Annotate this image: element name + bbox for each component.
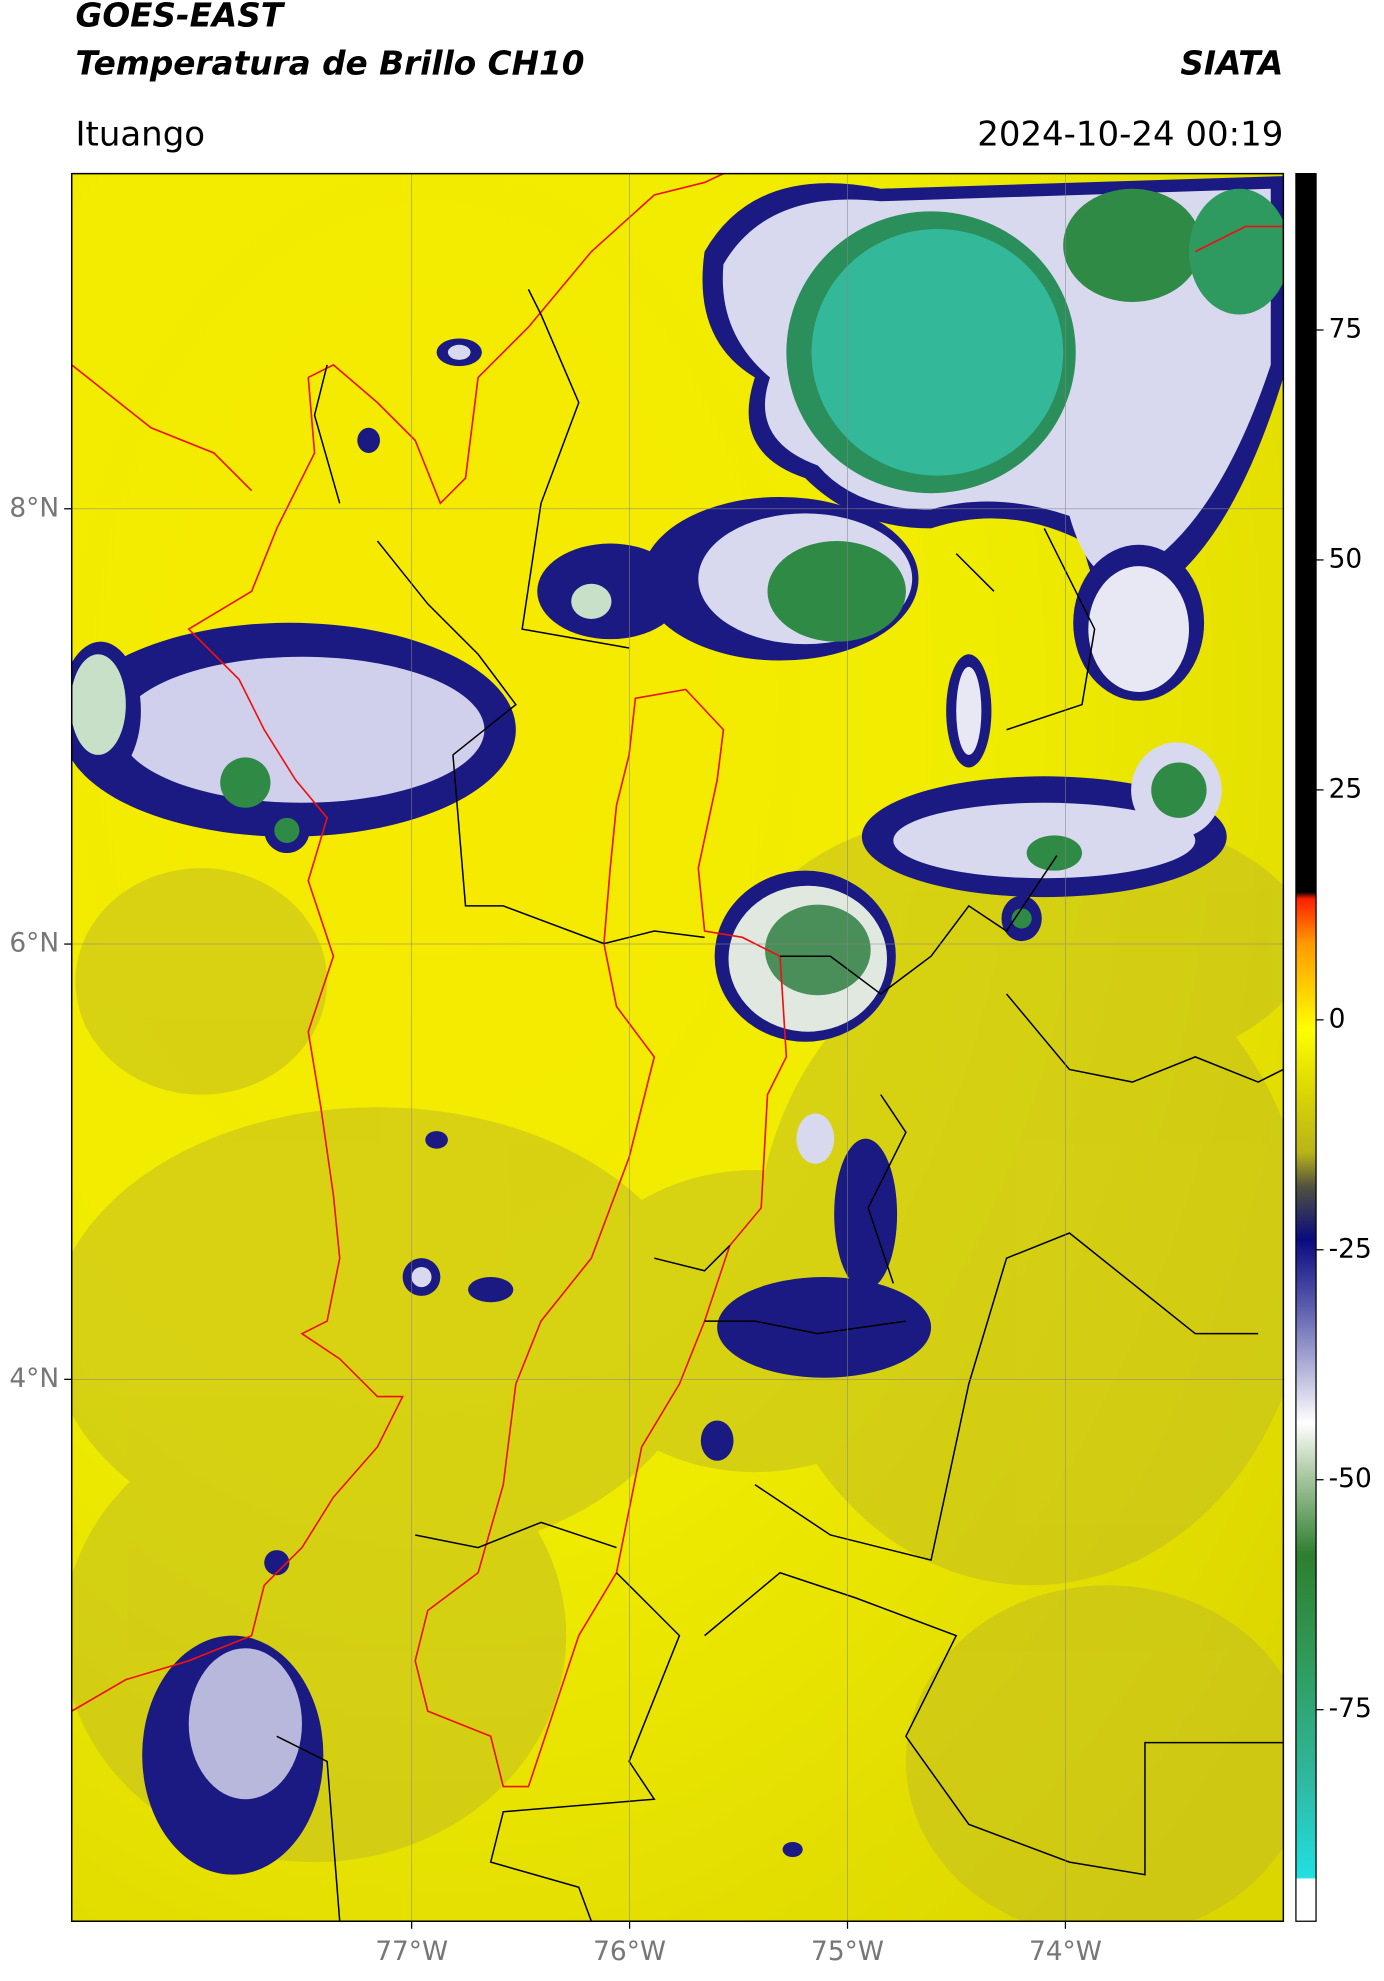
lon-tick-label: 74°W [1029,1936,1102,1967]
colorbar-tick-label: 25 [1329,773,1363,804]
title: GOES-EAST [75,0,285,35]
colorbar-tick-label: 50 [1329,543,1363,574]
colorbar-tick-label: -50 [1329,1463,1372,1494]
colorbar-tick-label: 0 [1329,1003,1346,1034]
lat-tick-label: 4°N [9,1363,59,1394]
timestamp: 2024-10-24 00:19 [977,114,1283,154]
borders [71,173,1284,1922]
lon-tick-label: 77°W [375,1936,448,1967]
coastline [71,173,1284,1712]
map-imagery [71,173,1284,1922]
subtitle: Temperatura de Brillo CH10 [75,44,584,82]
lat-tick-label: 6°N [9,928,59,959]
colorbar-tick-label: -25 [1329,1233,1372,1264]
colorbar [1295,172,1317,1922]
brand: SIATA [1180,44,1283,82]
lat-tick-label: 8°N [9,492,59,523]
map-frame [70,172,1285,1922]
graticule [71,173,1284,1922]
river-basin [414,688,788,1788]
location: Ituango [75,114,205,154]
colorbar-tick-label: 75 [1329,313,1363,344]
lon-tick-label: 75°W [811,1936,884,1967]
admin-boundaries [276,289,1284,1922]
lon-tick-label: 76°W [593,1936,666,1967]
colorbar-tick-label: -75 [1329,1693,1372,1724]
